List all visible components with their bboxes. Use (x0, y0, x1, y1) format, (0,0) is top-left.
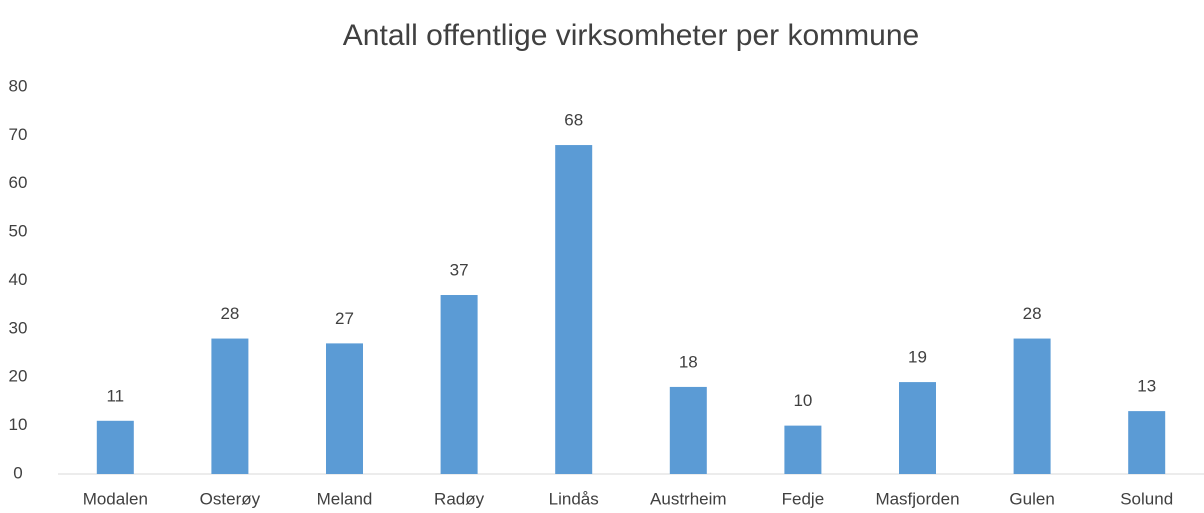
data-label: 37 (450, 260, 469, 279)
y-tick-label: 80 (9, 76, 28, 95)
data-label: 18 (679, 352, 698, 371)
bar (555, 145, 593, 475)
x-tick-label: Solund (1120, 489, 1173, 508)
y-tick-label: 30 (9, 318, 28, 337)
x-tick-label: Austrheim (650, 489, 727, 508)
y-tick-label: 70 (9, 125, 28, 144)
x-tick-label: Radøy (434, 489, 485, 508)
y-tick-label: 40 (9, 270, 28, 289)
x-tick-label: Gulen (1009, 489, 1054, 508)
data-label: 10 (793, 391, 812, 410)
y-tick-label: 50 (9, 222, 28, 241)
bar (211, 338, 249, 474)
y-tick-label: 60 (9, 173, 28, 192)
bar (96, 420, 134, 474)
bar (1128, 411, 1166, 474)
bar (440, 295, 478, 474)
bar (899, 382, 936, 474)
x-tick-label: Fedje (782, 489, 825, 508)
x-tick-label: Lindås (549, 489, 599, 508)
bar (326, 343, 363, 474)
data-label: 19 (908, 348, 927, 367)
chart-title: Antall offentlige virksomheter per kommu… (343, 19, 919, 52)
y-tick-label: 10 (9, 415, 28, 434)
data-label: 28 (220, 304, 239, 323)
x-tick-label: Masfjorden (875, 489, 959, 508)
data-label: 28 (1023, 304, 1042, 323)
x-tick-label: Modalen (83, 489, 148, 508)
x-tick-label: Osterøy (200, 489, 261, 508)
bar (1013, 338, 1051, 474)
x-tick-label: Meland (317, 489, 373, 508)
y-tick-label: 20 (9, 367, 28, 386)
data-label: 27 (335, 309, 354, 328)
data-label: 11 (106, 386, 124, 405)
data-label: 13 (1137, 377, 1156, 396)
bar (669, 386, 707, 474)
y-tick-label: 0 (13, 463, 22, 482)
data-label: 68 (564, 111, 583, 130)
bar (784, 425, 822, 474)
